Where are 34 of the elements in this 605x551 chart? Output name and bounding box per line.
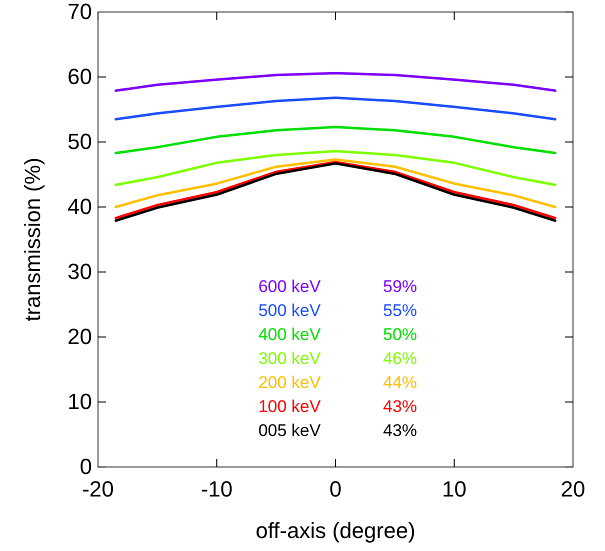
x-tick-label: 20 [560,476,586,502]
y-axis-title: transmission (%) [20,158,45,322]
y-tick-label: 0 [80,454,92,480]
text: 005 keV [258,421,322,440]
y-tick-label: 10 [68,389,92,414]
line-series [114,158,556,208]
line-series [114,96,556,120]
text: 400 keV [258,325,322,344]
x-tick-label: -10 [200,476,233,502]
line-series [114,126,556,154]
x-tick-label: 0 [329,476,342,502]
annotation: 43% [383,397,418,416]
annotation: 59% [383,277,418,296]
annotation: 44% [383,373,418,392]
annotation: 55% [383,301,418,320]
x-tick-label: -20 [82,476,114,502]
text: 500 keV [258,301,322,320]
text: 600 keV [258,277,322,296]
annotation: 50% [383,325,418,344]
text: 100 keV [258,397,322,416]
y-tick-label: 60 [68,64,92,90]
x-axis-title: off-axis (degree) [256,518,416,543]
y-tick-label: 30 [68,259,92,284]
y-tick-label: 40 [68,194,92,220]
text: 200 keV [258,373,322,392]
annotation: 43% [383,421,418,440]
y-tick-label: 50 [68,129,92,154]
line-series [114,72,556,92]
annotation: 46% [383,349,418,368]
y-tick-label: 70 [68,0,92,24]
text: 300 keV [258,349,322,368]
line-series [114,150,556,186]
x-tick-label: 10 [442,476,466,502]
y-tick-label: 20 [68,324,92,350]
